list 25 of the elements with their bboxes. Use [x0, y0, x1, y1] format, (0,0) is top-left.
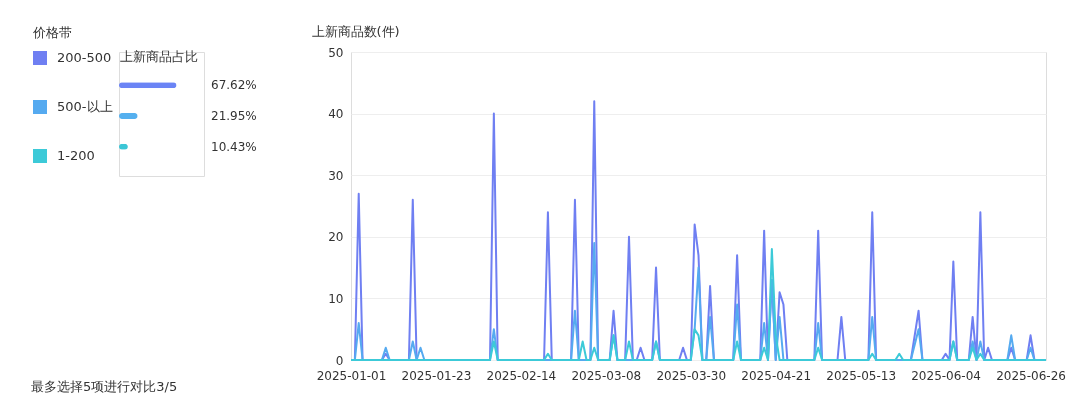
- data-label: 67.62%: [211, 78, 257, 93]
- x-tick-label: 2025-03-30: [656, 368, 727, 383]
- legend-label: 500-以上: [57, 99, 113, 114]
- y-tick-label: 20: [328, 230, 344, 245]
- legend-label: 1-200: [57, 148, 95, 163]
- legend-label: 200-500: [57, 50, 112, 65]
- y-tick-label: 0: [335, 353, 344, 368]
- x-tick-label: 2025-01-23: [401, 368, 472, 383]
- y-tick-label: 30: [328, 168, 344, 183]
- x-tick-label: 2025-03-08: [571, 368, 642, 383]
- data-label: 21.95%: [211, 109, 257, 123]
- x-axis-title: 上新商品占比: [119, 48, 198, 64]
- y-tick-label: 50: [328, 45, 344, 60]
- x-tick-label: 2025-04-21: [741, 368, 812, 383]
- x-tick-label: 2025-06-04: [911, 368, 981, 383]
- y-tick-label: 10: [328, 291, 344, 306]
- x-tick-label: 2025-01-01: [316, 368, 387, 383]
- y-tick-label: 40: [328, 107, 344, 122]
- x-tick-label: 2025-02-14: [486, 368, 557, 383]
- legend-title: 价格带: [32, 25, 72, 40]
- data-label: 10.43%: [211, 139, 257, 154]
- x-tick-label: 2025-05-13: [826, 368, 897, 383]
- text: 最多选择5项进行对比3/5: [31, 379, 178, 394]
- x-tick-label: 2025-06-26: [996, 368, 1066, 383]
- y-axis-title: 上新商品数(件): [311, 23, 400, 39]
